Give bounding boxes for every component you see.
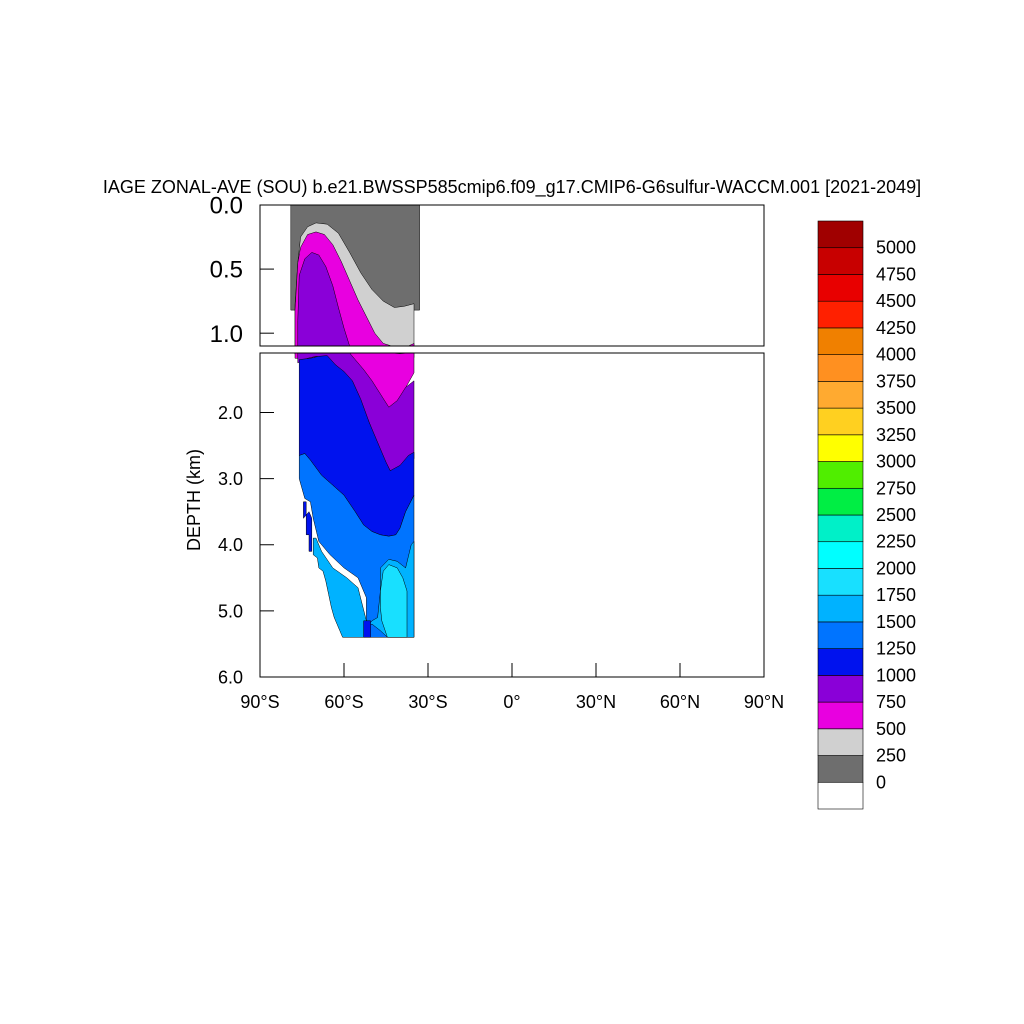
x-tick-label: 60°N [660, 692, 700, 712]
colorbar-swatch [817, 381, 864, 409]
x-tick-label: 60°S [324, 692, 363, 712]
colorbar-swatch [817, 728, 864, 756]
colorbar-swatch [817, 300, 864, 329]
upper-panel-frame [259, 204, 765, 347]
colorbar-swatch [817, 434, 864, 462]
colorbar-swatch [817, 461, 864, 489]
colorbar-label: 3750 [876, 371, 916, 391]
colorbar-label: 2250 [876, 532, 916, 552]
y-tick-label: 3.0 [218, 469, 243, 489]
x-tick-label: 90°N [744, 692, 784, 712]
colorbar-swatch [817, 648, 864, 676]
chart-title: IAGE ZONAL-AVE (SOU) b.e21.BWSSP585cmip6… [103, 177, 921, 198]
colorbar-swatch [817, 487, 864, 516]
colorbar-label: 0 [876, 772, 886, 792]
colorbar-label: 750 [876, 692, 906, 712]
y-tick-label: 6.0 [218, 667, 243, 687]
colorbar-swatch [817, 541, 864, 569]
colorbar-label: 4250 [876, 318, 916, 338]
colorbar-label: 1750 [876, 585, 916, 605]
colorbar-swatch [817, 755, 864, 783]
colorbar-swatch [817, 781, 864, 810]
y-tick-label: 0.0 [210, 193, 243, 220]
y-tick-label: 2.0 [218, 403, 243, 423]
colorbar-label: 4500 [876, 291, 916, 311]
colorbar-label: 3500 [876, 398, 916, 418]
colorbar-label: 500 [876, 719, 906, 739]
y-tick-label: 0.5 [210, 257, 243, 284]
colorbar: 0 250 500 750 1000 1250 1500 1750 2000 2250 2500 27… [817, 220, 916, 810]
colorbar-swatch [817, 247, 864, 275]
colorbar-label: 3000 [876, 452, 916, 472]
colorbar-label: 1500 [876, 612, 916, 632]
colorbar-label: 2000 [876, 558, 916, 578]
colorbar-swatch [817, 327, 864, 355]
colorbar-swatch [817, 220, 864, 249]
colorbar-swatch [817, 621, 864, 649]
lower-panel-contours [294, 353, 415, 638]
x-tick-label: 30°S [408, 692, 447, 712]
x-tick-label: 0° [503, 692, 520, 712]
colorbar-swatch [817, 407, 864, 436]
contour-region-upper-3 [297, 252, 414, 346]
colorbar-label: 4750 [876, 264, 916, 284]
colorbar-label: 3250 [876, 425, 916, 445]
y-tick-label: 1.0 [210, 321, 243, 348]
colorbar-swatch [817, 701, 864, 730]
upper-panel-contours [290, 205, 420, 346]
colorbar-label: 1000 [876, 665, 916, 685]
colorbar-label: 4000 [876, 345, 916, 365]
colorbar-swatch [817, 274, 864, 302]
colorbar-swatch [817, 568, 864, 596]
x-tick-label: 90°S [240, 692, 279, 712]
colorbar-label: 1250 [876, 639, 916, 659]
contour-region-lower-8 [363, 620, 371, 638]
y-tick-label: 4.0 [218, 535, 243, 555]
colorbar-label: 2750 [876, 478, 916, 498]
colorbar-swatch [817, 594, 864, 623]
colorbar-swatch [817, 514, 864, 543]
y-axis-label: DEPTH (km) [184, 449, 204, 551]
y-tick-label: 5.0 [218, 601, 243, 621]
contour-region-lower-9 [303, 501, 313, 552]
x-tick-label: 30°N [576, 692, 616, 712]
colorbar-swatch [817, 354, 864, 382]
colorbar-label: 250 [876, 746, 906, 766]
chart-axes: 90°S 60°S 30°S 0° 30°N 60°N 90°N 0.0 0.5 1.0 2.0 3.… [210, 193, 784, 712]
colorbar-swatch [817, 675, 864, 703]
colorbar-label: 2500 [876, 505, 916, 525]
contour-region-lower-7 [380, 564, 408, 638]
colorbar-label: 5000 [876, 238, 916, 258]
